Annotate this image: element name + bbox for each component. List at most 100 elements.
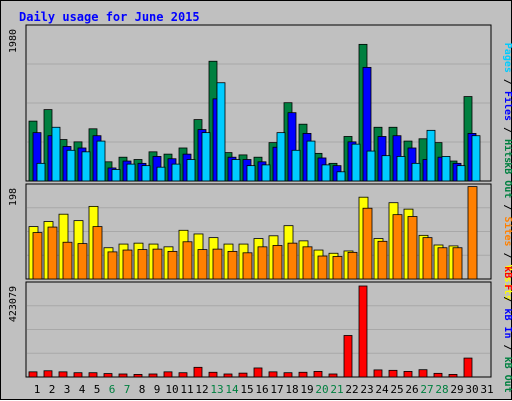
bar-kb-f-day-14: [223, 373, 233, 378]
bar-kb-f-day-28: [433, 372, 443, 378]
bar-pages-day-13: [216, 82, 226, 182]
panel-3-side-label: kB F / kB In / kB Out: [502, 266, 512, 392]
bar-kb-f-day-19: [298, 371, 308, 378]
x-tick-label-day-28: 28: [435, 383, 448, 396]
bar-kb-f-day-25: [388, 369, 398, 378]
bar-sites-day-24: [377, 240, 388, 280]
bar-pages-day-17: [276, 132, 286, 182]
x-tick-label-day-25: 25: [390, 383, 403, 396]
x-tick-label-day-2: 2: [49, 383, 56, 396]
bar-kb-f-day-23: [358, 285, 368, 378]
bar-pages-day-11: [186, 159, 196, 182]
bar-kb-f-day-10: [163, 371, 173, 378]
bar-sites-day-18: [287, 242, 298, 280]
bar-sites-day-21: [332, 256, 343, 280]
bar-sites-day-29: [452, 247, 463, 280]
panel-2-side-label: kB Out / Sites / Visits: [502, 162, 512, 300]
bar-pages-day-28: [441, 156, 451, 182]
bar-sites-day-16: [257, 246, 268, 280]
bar-sites-day-4: [77, 243, 88, 280]
bar-pages-day-3: [66, 149, 76, 182]
bar-sites-day-3: [62, 241, 73, 280]
bar-pages-day-10: [171, 163, 181, 182]
bar-sites-day-12: [197, 249, 208, 280]
x-tick-label-day-19: 19: [300, 383, 313, 396]
bar-kb-f-day-16: [253, 367, 263, 378]
bar-sites-day-1: [32, 232, 43, 280]
side-label-part: /: [502, 198, 512, 216]
bar-pages-day-16: [261, 164, 271, 182]
side-label-part: kB Out: [502, 357, 512, 393]
bar-kb-f-day-5: [88, 372, 98, 378]
bar-pages-day-6: [111, 169, 121, 182]
x-tick-label-day-11: 11: [180, 383, 193, 396]
x-tick-label-day-7: 7: [124, 383, 131, 396]
x-tick-label-day-8: 8: [139, 383, 146, 396]
bar-sites-day-15: [242, 252, 253, 280]
x-tick-label-day-12: 12: [195, 383, 208, 396]
bar-pages-day-21: [336, 171, 346, 182]
bar-kb-f-day-8: [133, 374, 143, 378]
x-tick-label-day-16: 16: [255, 383, 268, 396]
bar-kb-f-day-7: [118, 373, 128, 378]
bar-kb-f-day-29: [448, 374, 458, 378]
bar-kb-f-day-3: [58, 371, 68, 378]
bar-sites-day-7: [122, 249, 133, 280]
bar-sites-day-30: [467, 186, 478, 280]
bar-kb-f-day-27: [418, 369, 428, 378]
bar-pages-day-23: [366, 150, 376, 182]
bar-sites-day-5: [92, 226, 103, 280]
x-tick-label-day-20: 20: [315, 383, 328, 396]
bar-pages-day-30: [471, 135, 481, 182]
bar-pages-day-29: [456, 165, 466, 182]
side-label-part: Files: [502, 91, 512, 121]
bar-pages-day-4: [81, 151, 91, 182]
chart-title: Daily usage for June 2015: [19, 10, 200, 24]
x-tick-label-day-21: 21: [330, 383, 343, 396]
bar-kb-f-day-12: [193, 366, 203, 378]
x-tick-label-day-29: 29: [450, 383, 463, 396]
bar-sites-day-22: [347, 251, 358, 280]
side-label-part: Pages: [502, 43, 512, 73]
bar-pages-day-19: [306, 140, 316, 182]
bar-kb-f-day-11: [178, 372, 188, 378]
side-label-part: Hits: [502, 139, 512, 163]
bar-pages-day-8: [141, 165, 151, 182]
bar-pages-day-18: [291, 149, 301, 182]
x-tick-label-day-22: 22: [345, 383, 358, 396]
x-tick-label-day-26: 26: [405, 383, 418, 396]
bar-kb-f-day-30: [463, 357, 473, 378]
bar-kb-f-day-6: [103, 373, 113, 378]
x-tick-label-day-13: 13: [210, 383, 223, 396]
x-tick-label-day-5: 5: [94, 383, 101, 396]
bar-sites-day-14: [227, 251, 238, 280]
bar-kb-f-day-17: [268, 371, 278, 378]
side-label-part: Visits: [502, 265, 512, 301]
bar-kb-f-day-18: [283, 372, 293, 378]
bar-sites-day-28: [437, 247, 448, 280]
x-tick-label-day-6: 6: [109, 383, 116, 396]
bar-sites-day-11: [182, 241, 193, 280]
x-tick-label-day-9: 9: [154, 383, 161, 396]
bar-sites-day-23: [362, 207, 373, 280]
panel-3-ymax-label: 423079: [8, 286, 19, 322]
bar-kb-f-day-24: [373, 369, 383, 378]
bar-pages-day-15: [246, 165, 256, 182]
x-tick-label-day-15: 15: [240, 383, 253, 396]
bar-sites-day-6: [107, 251, 118, 280]
bar-pages-day-12: [201, 132, 211, 182]
bar-sites-day-27: [422, 237, 433, 280]
x-tick-label-day-24: 24: [375, 383, 389, 396]
x-tick-label-day-3: 3: [64, 383, 71, 396]
bar-pages-day-2: [51, 126, 61, 182]
bar-pages-day-25: [396, 156, 406, 182]
bar-sites-day-8: [137, 249, 148, 280]
bar-pages-day-20: [321, 164, 331, 182]
bar-pages-day-27: [426, 129, 436, 182]
side-label-part: Sites: [502, 216, 512, 246]
bar-sites-day-2: [47, 226, 58, 280]
panel-1-side-label: Pages / Files / Hits: [502, 43, 512, 163]
x-tick-label-day-30: 30: [465, 383, 478, 396]
